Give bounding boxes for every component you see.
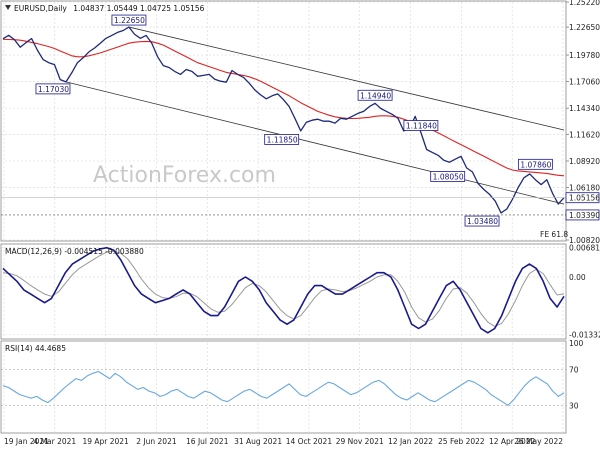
dropdown-triangle-icon — [5, 5, 11, 10]
y-tick-label: 1.25220 — [569, 0, 600, 7]
price-callout: 1.22650 — [111, 14, 147, 26]
x-tick-label: 4 Mar 2021 — [33, 437, 76, 446]
callout-box — [264, 134, 300, 145]
price-callout: 1.17030 — [35, 83, 71, 95]
callout-box — [403, 120, 439, 131]
svg-text:EURUSD,Daily 1.04837 1.0: EURUSD,Daily 1.04837 1.05449 1.04725 1.0… — [14, 4, 205, 13]
price-callout: 1.07860 — [517, 158, 553, 170]
x-tick-label: 2 Jun 2021 — [136, 437, 177, 446]
rsi-y-tick-label: 100 — [569, 339, 584, 348]
x-tick-label: 12 Jan 2022 — [388, 437, 433, 446]
y-tick-label: 1.19780 — [569, 51, 600, 60]
moving-average-path — [2, 38, 565, 177]
y-tick-label: 1.11620 — [569, 131, 600, 140]
x-tick-label: 19 Jan 2021 — [4, 437, 49, 446]
y-axis-labels: 1.25220 1.22650 1.19780 1.17060 1.14340 1.116… — [565, 0, 600, 410]
rsi-y-tick-label: 70 — [569, 366, 579, 375]
channel-upper-line — [128, 26, 565, 131]
price-callout: 1.08050 — [430, 171, 466, 182]
macd-panel-frame — [0, 243, 567, 340]
y-tick-label: 1.06180 — [569, 184, 600, 193]
moving-average-line — [2, 38, 565, 177]
y-tick-label: 1.00820 — [569, 236, 600, 245]
symbol-label: EURUSD,Daily — [14, 4, 67, 13]
callout-label: 1.07860 — [520, 160, 551, 169]
price-callout: 1.03480 — [464, 215, 500, 227]
callout-box — [517, 158, 553, 170]
callout-label: 1.08050 — [433, 172, 464, 181]
callout-label: 1.11850 — [267, 135, 298, 144]
macd-y-tick-label: 0.00 — [569, 273, 586, 282]
rsi-indicator — [2, 370, 565, 406]
price-badge-box — [565, 192, 600, 204]
callout-label: 1.22650 — [114, 16, 145, 25]
watermark: ActionForex.com — [93, 163, 276, 188]
callout-box — [357, 89, 393, 101]
macd-title: MACD(12,26,9) -0.004515 -0.003880 — [5, 247, 144, 256]
rsi-title: RSI(14) 44.4685 — [5, 344, 66, 353]
rsi-y-tick-label: 30 — [569, 401, 579, 410]
price-badge-label: 1.03390 — [569, 211, 600, 220]
x-tick-label: 31 Aug 2021 — [234, 437, 282, 446]
callout-label: 1.17030 — [38, 85, 69, 94]
callout-label: 1.03480 — [467, 217, 498, 226]
y-tick-label: 1.14340 — [569, 104, 600, 113]
price-path — [2, 26, 565, 214]
x-tick-label: 19 Apr 2021 — [82, 437, 129, 446]
macd-y-tick-label: -0.013329 — [569, 330, 600, 339]
callout-label: 1.11840 — [406, 122, 437, 131]
macd-signal-path — [2, 250, 565, 327]
trend-channel — [65, 26, 565, 205]
callout-box — [464, 215, 500, 227]
x-tick-label: 16 Jul 2021 — [186, 437, 229, 446]
x-tick-label: 29 Nov 2021 — [336, 437, 384, 446]
current-price-badge: 1.05156 — [565, 192, 600, 204]
price-callout: 1.14940 — [357, 89, 393, 101]
callout-box — [35, 83, 71, 95]
price-line — [2, 26, 565, 214]
callout-label: 1.14940 — [360, 91, 391, 100]
y-tick-label: 1.17060 — [569, 78, 600, 87]
macd-indicator — [2, 246, 565, 334]
x-tick-label: 14 Oct 2021 — [286, 437, 333, 446]
channel-lower-line — [65, 81, 565, 205]
macd-y-tick-label: 0.00681 — [569, 244, 600, 253]
reference-lines — [1, 197, 566, 216]
macd-path — [2, 246, 565, 334]
price-panel-frame — [0, 0, 567, 242]
price-badge-box — [565, 209, 600, 221]
x-tick-label: 26 May 2022 — [514, 437, 563, 446]
fibonacci-label: FE 61.8 — [540, 230, 568, 239]
price-badge-label: 1.05156 — [569, 194, 600, 203]
y-tick-label: 1.08920 — [569, 157, 600, 166]
callout-box — [111, 14, 147, 26]
support-price-badge: 1.03390 — [565, 209, 600, 221]
price-callout: 1.11850 — [264, 134, 300, 145]
callout-box — [430, 171, 466, 182]
x-tick-label: 12 Apr 2022 — [489, 437, 536, 446]
x-tick-label: 25 Feb 2022 — [438, 437, 485, 446]
price-callouts: 1.22650 1.17030 1.14940 1.11850 1.11840 1.080… — [35, 14, 553, 227]
y-tick-label: 1.22650 — [569, 23, 600, 32]
ohlc-values: 1.04837 1.05449 1.04725 1.05156 — [73, 4, 204, 13]
price-callout: 1.11840 — [403, 120, 439, 131]
rsi-path — [2, 370, 565, 406]
